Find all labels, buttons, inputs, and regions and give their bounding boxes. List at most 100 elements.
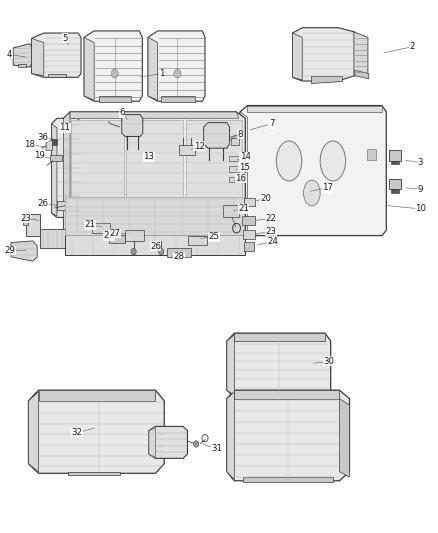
Polygon shape — [64, 112, 245, 236]
Polygon shape — [391, 189, 399, 193]
Polygon shape — [389, 150, 401, 161]
Polygon shape — [354, 32, 368, 76]
Polygon shape — [243, 477, 333, 482]
Polygon shape — [179, 145, 195, 155]
Text: 2: 2 — [409, 43, 414, 51]
Polygon shape — [227, 335, 234, 395]
Polygon shape — [70, 112, 239, 118]
Text: 5: 5 — [62, 34, 67, 43]
Text: 17: 17 — [322, 183, 333, 192]
Polygon shape — [84, 31, 142, 101]
Text: 16: 16 — [235, 174, 247, 182]
Polygon shape — [126, 120, 183, 197]
Text: 12: 12 — [194, 142, 205, 150]
Text: 24: 24 — [267, 238, 278, 246]
Ellipse shape — [320, 141, 346, 181]
Polygon shape — [355, 70, 369, 79]
Polygon shape — [65, 235, 245, 255]
Text: 28: 28 — [173, 253, 184, 261]
Polygon shape — [13, 44, 32, 67]
Text: 25: 25 — [208, 232, 219, 241]
Text: 27: 27 — [109, 229, 120, 238]
Text: 11: 11 — [59, 124, 71, 132]
Polygon shape — [227, 333, 331, 397]
Polygon shape — [57, 201, 72, 210]
Polygon shape — [293, 28, 355, 81]
Polygon shape — [78, 127, 87, 138]
Polygon shape — [167, 248, 191, 257]
Text: 32: 32 — [71, 429, 82, 437]
Polygon shape — [52, 118, 81, 217]
Polygon shape — [293, 33, 302, 80]
Text: 31: 31 — [211, 445, 223, 453]
Polygon shape — [223, 205, 239, 217]
Circle shape — [194, 441, 199, 447]
Polygon shape — [229, 166, 239, 172]
Polygon shape — [149, 426, 187, 458]
Polygon shape — [28, 392, 39, 472]
Polygon shape — [240, 112, 247, 235]
Polygon shape — [234, 390, 339, 399]
Text: 21: 21 — [238, 205, 249, 213]
Polygon shape — [367, 149, 376, 160]
Text: 20: 20 — [261, 194, 272, 203]
Polygon shape — [389, 179, 401, 189]
Polygon shape — [125, 230, 144, 241]
Text: 1: 1 — [159, 69, 165, 78]
Polygon shape — [229, 177, 239, 182]
Polygon shape — [149, 427, 155, 457]
Polygon shape — [240, 106, 386, 236]
Text: 3: 3 — [418, 158, 423, 167]
Polygon shape — [99, 96, 131, 102]
Polygon shape — [227, 390, 350, 481]
Polygon shape — [64, 112, 70, 236]
Polygon shape — [247, 106, 382, 112]
Text: 10: 10 — [415, 205, 426, 213]
Polygon shape — [28, 390, 164, 473]
Text: 8: 8 — [237, 130, 243, 139]
Polygon shape — [234, 333, 325, 341]
Polygon shape — [204, 123, 230, 148]
Circle shape — [174, 69, 181, 78]
Polygon shape — [391, 161, 399, 164]
Polygon shape — [243, 230, 255, 239]
Polygon shape — [26, 214, 40, 236]
Polygon shape — [65, 197, 244, 235]
Circle shape — [159, 248, 164, 255]
Polygon shape — [84, 37, 94, 100]
Polygon shape — [11, 241, 37, 261]
Text: 14: 14 — [240, 152, 251, 161]
Text: 30: 30 — [324, 357, 335, 366]
Polygon shape — [23, 214, 28, 225]
Circle shape — [131, 248, 136, 255]
Text: 19: 19 — [34, 151, 45, 160]
Polygon shape — [311, 76, 342, 83]
Text: 21: 21 — [84, 221, 95, 229]
Text: 7: 7 — [269, 119, 274, 128]
Text: 23: 23 — [265, 227, 276, 236]
Polygon shape — [109, 235, 125, 243]
Polygon shape — [71, 120, 124, 197]
Text: 15: 15 — [239, 163, 250, 172]
Polygon shape — [48, 74, 66, 77]
Polygon shape — [148, 37, 158, 100]
Polygon shape — [229, 156, 239, 161]
Polygon shape — [68, 472, 120, 475]
Polygon shape — [161, 96, 195, 102]
Polygon shape — [52, 124, 57, 216]
Text: 13: 13 — [143, 152, 155, 161]
Polygon shape — [148, 31, 205, 101]
Text: 22: 22 — [265, 214, 276, 223]
Ellipse shape — [304, 180, 320, 206]
Polygon shape — [122, 115, 143, 136]
Text: 22: 22 — [103, 231, 114, 240]
Polygon shape — [18, 64, 26, 67]
Text: 26: 26 — [150, 242, 161, 251]
Polygon shape — [40, 229, 65, 248]
Text: 26: 26 — [37, 199, 49, 208]
Polygon shape — [339, 399, 350, 477]
Polygon shape — [39, 390, 155, 401]
Polygon shape — [92, 223, 110, 233]
Polygon shape — [32, 33, 81, 77]
Text: 6: 6 — [119, 109, 124, 117]
